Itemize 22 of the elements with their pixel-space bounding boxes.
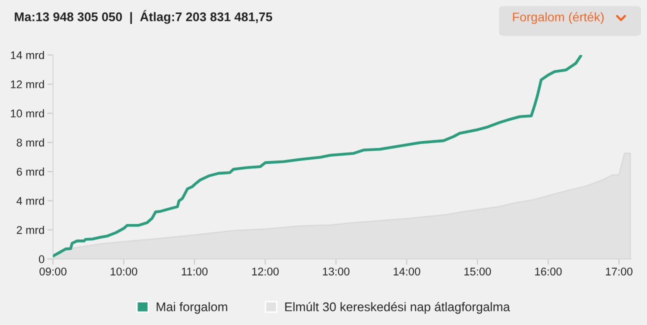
chart-title: Ma:13 948 305 050 | Átlag:7 203 831 481,75	[14, 10, 272, 24]
line-series	[53, 55, 582, 258]
y-tick-label: 0	[38, 255, 44, 264]
x-tick-label: 09:00	[40, 268, 66, 276]
legend-label: Elmúlt 30 kereskedési nap átlagforgalma	[285, 302, 510, 314]
y-tick-label: 14 mrd	[10, 50, 44, 60]
y-tick-label: 6 mrd	[16, 168, 44, 176]
y-tick-label: 12 mrd	[10, 80, 44, 88]
x-tick-label: 16:00	[535, 268, 562, 276]
x-tick-label: 13:00	[322, 268, 350, 276]
y-tick-label: 4 mrd	[16, 196, 44, 205]
legend-label: Mai forgalom	[156, 302, 228, 314]
y-tick-label: 8 mrd	[16, 138, 44, 147]
x-tick-label: 14:00	[394, 268, 420, 276]
x-tick-label: 11:00	[182, 268, 208, 276]
text: Forgalom (érték)	[513, 12, 604, 24]
y-tick-label: 10 mrd	[10, 109, 44, 118]
y-tick-label: 2 mrd	[16, 226, 44, 234]
x-tick-label: 17:00	[606, 268, 632, 276]
x-tick-label: 10:00	[110, 268, 138, 276]
x-tick-label: 15:00	[464, 268, 491, 276]
x-tick-label: 12:00	[252, 268, 279, 276]
